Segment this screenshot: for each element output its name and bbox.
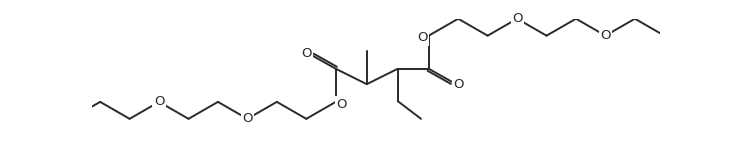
Text: O: O (453, 78, 463, 91)
Text: O: O (336, 98, 347, 111)
Text: O: O (512, 12, 523, 25)
Text: O: O (600, 29, 611, 42)
Text: O: O (154, 95, 164, 108)
Text: O: O (242, 112, 253, 125)
Text: O: O (417, 32, 428, 44)
Text: O: O (301, 47, 312, 60)
